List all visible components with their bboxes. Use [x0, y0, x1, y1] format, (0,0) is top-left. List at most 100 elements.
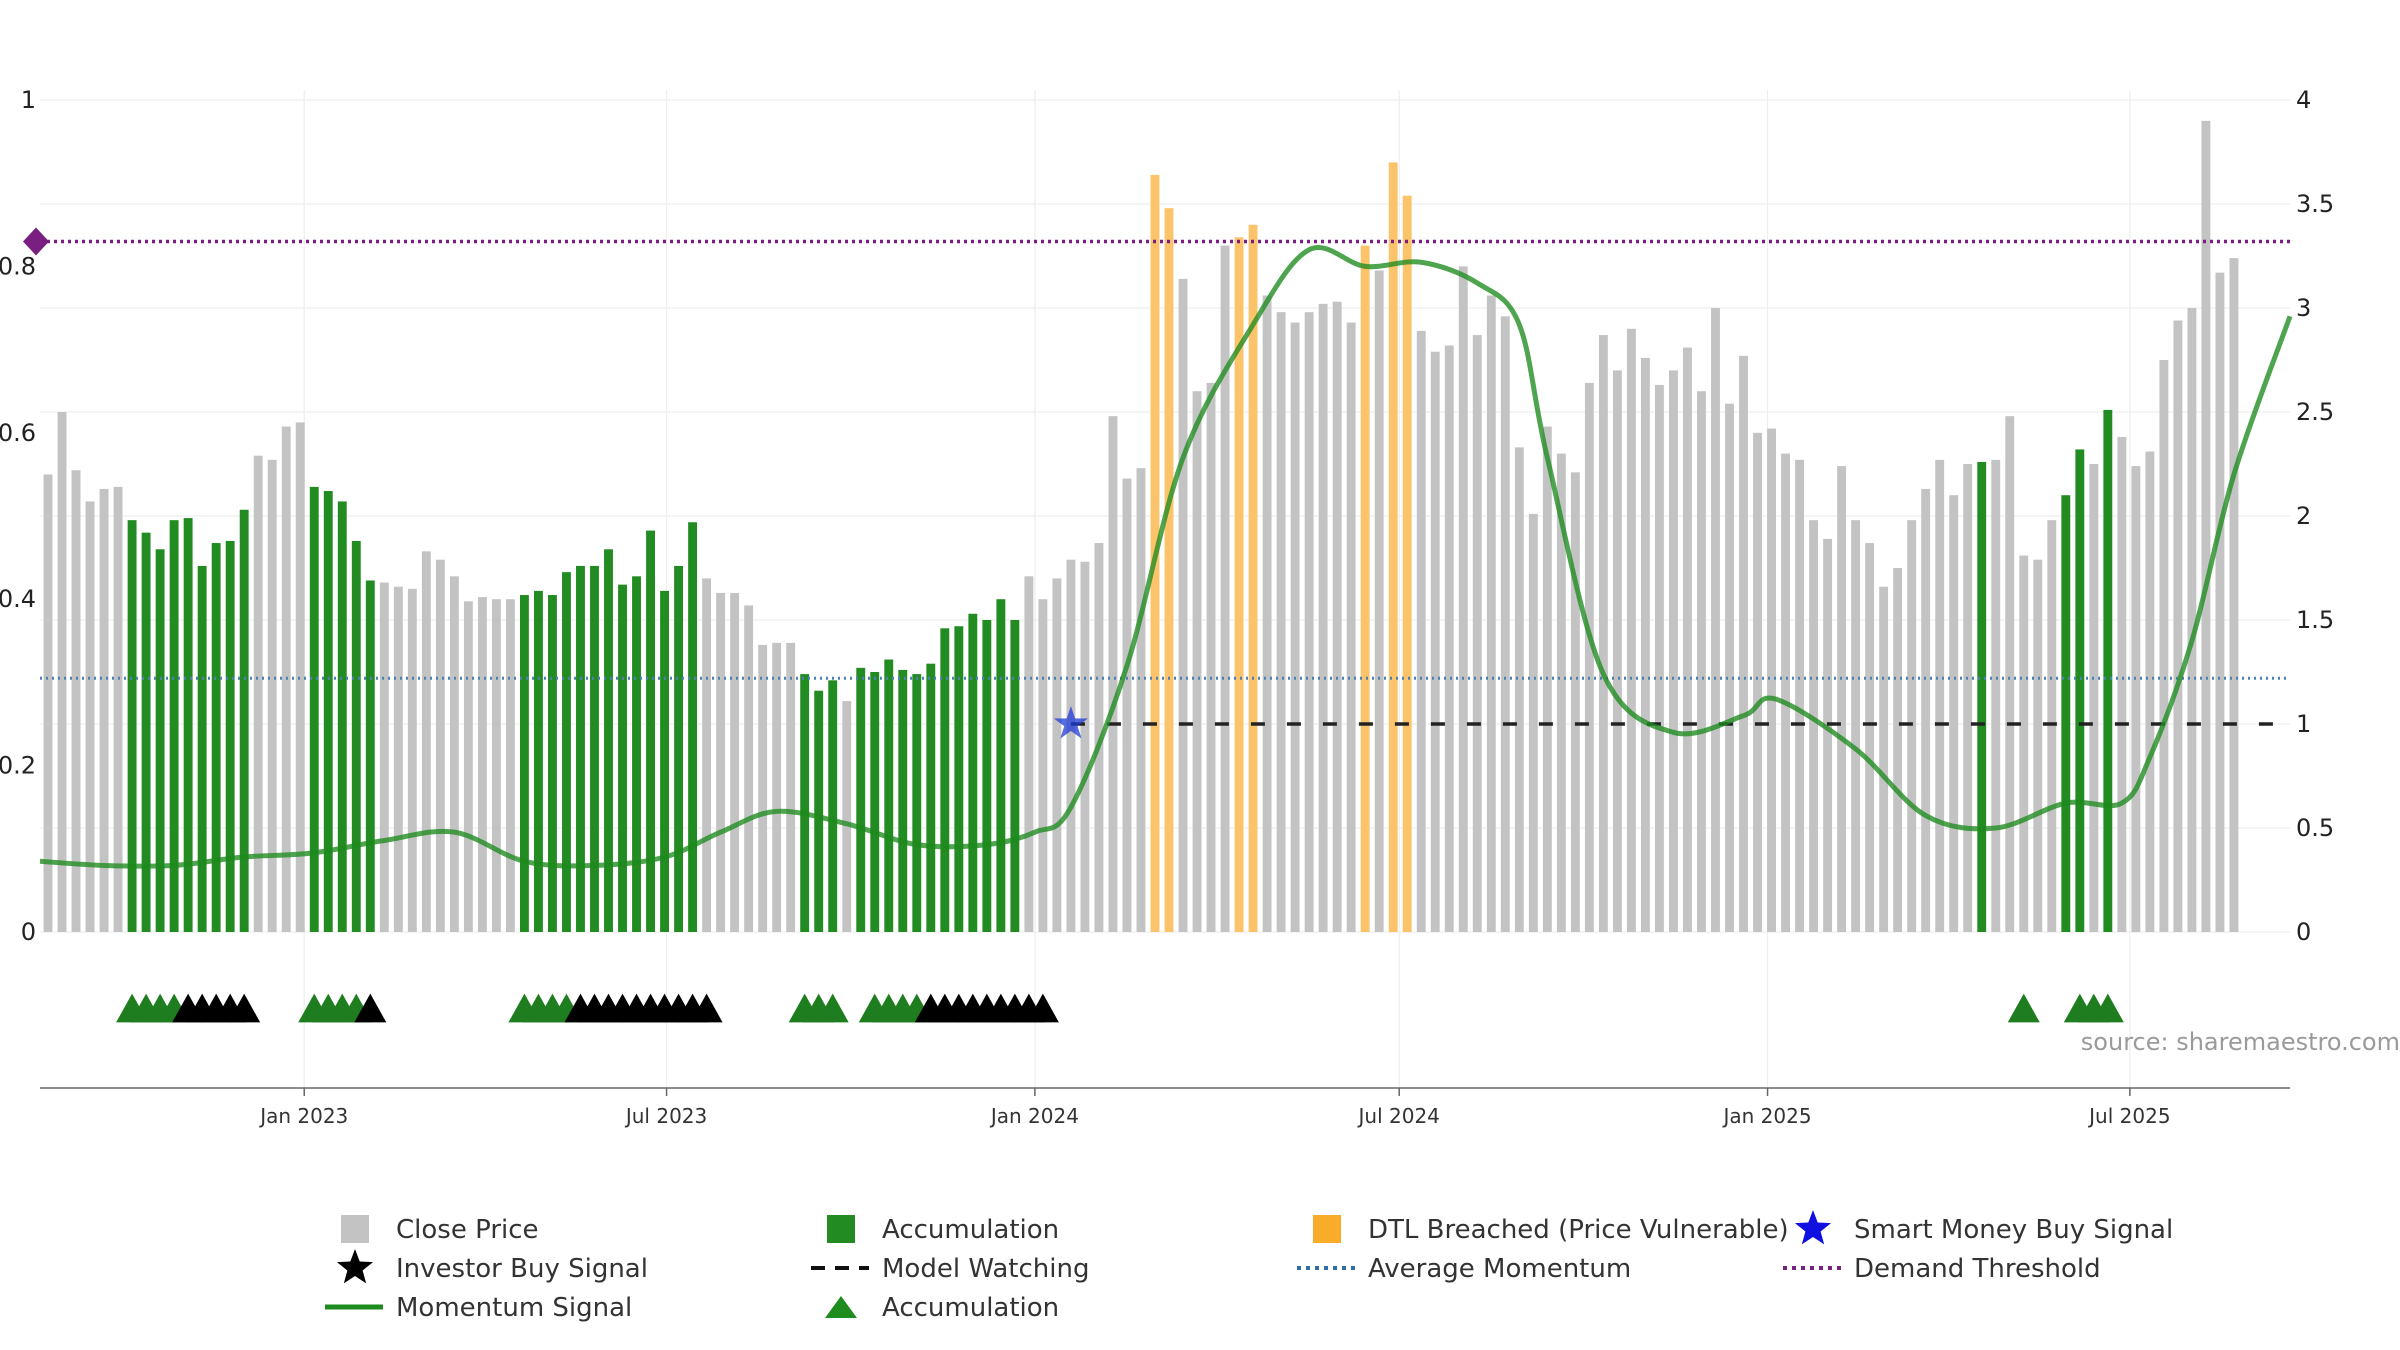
y-right-tick-label: 0 [2296, 918, 2311, 946]
bar-close [2229, 258, 2239, 933]
legend-item: DTL Breached (Price Vulnerable) [1313, 1215, 1789, 1245]
accumulation-marker [2007, 993, 2040, 1023]
bar-close [113, 486, 123, 932]
investor-buy-marker [354, 993, 387, 1023]
bar-accumulation [351, 540, 361, 932]
bar-close [1192, 391, 1202, 932]
bar-close [1654, 384, 1664, 933]
legend-star-blue [1794, 1210, 1832, 1245]
x-tick-label: Jan 2023 [258, 1104, 348, 1128]
bar-accumulation [562, 572, 571, 932]
bar-accumulation [323, 491, 333, 932]
bar-close [379, 582, 389, 932]
bar-close [1178, 278, 1188, 932]
bar-accumulation [365, 580, 375, 932]
bar-accumulation [660, 590, 669, 932]
bar-close [1304, 312, 1314, 932]
bar-close [730, 592, 740, 932]
legend-item: Momentum Signal [325, 1293, 632, 1323]
bar-accumulation [926, 663, 936, 932]
bar-close [772, 642, 782, 932]
bar-close [2159, 360, 2169, 932]
bar-close [295, 422, 305, 932]
bar-close [1122, 478, 1132, 932]
bar-close [1963, 464, 1973, 932]
bar-close [1556, 453, 1566, 932]
bar-accumulation [982, 620, 992, 932]
bar-close [1851, 520, 1861, 932]
bar-accumulation [604, 549, 613, 932]
bar-close [449, 576, 459, 932]
x-tick-label: Jul 2023 [624, 1104, 707, 1128]
bar-close [842, 701, 852, 932]
legend-item: Investor Buy Signal [336, 1249, 648, 1284]
bar-accumulation [337, 501, 347, 932]
bar-close [1066, 559, 1076, 932]
bar-close [2145, 451, 2155, 932]
accumulation-marker [2091, 993, 2124, 1023]
bar-close [1472, 335, 1482, 932]
bar-close [463, 601, 473, 932]
bar-close [1220, 245, 1230, 933]
bar-close [2173, 320, 2183, 933]
bar-close [1206, 382, 1216, 932]
bar-close [267, 459, 277, 932]
y-right-tick-label: 4 [2296, 86, 2311, 114]
bar-close [1458, 266, 1468, 932]
bar-close [2117, 436, 2127, 932]
bar-close [491, 599, 501, 932]
legend-label: Momentum Signal [396, 1293, 632, 1323]
bar-close [1949, 495, 1959, 932]
y-left-tick-label: 1 [21, 86, 36, 114]
bar-close [1038, 599, 1048, 932]
bar-close [1991, 459, 2001, 932]
lines-layer [23, 227, 2293, 869]
bar-close [2033, 559, 2043, 932]
bar-close [2215, 272, 2225, 932]
legend-label: Demand Threshold [1854, 1254, 2101, 1284]
bar-accumulation [2103, 409, 2113, 932]
bar-accumulation [155, 549, 165, 932]
bar-close [2019, 555, 2029, 932]
bar-close [1640, 357, 1650, 932]
bar-close [1374, 270, 1384, 932]
bar-accumulation [1977, 461, 1987, 932]
bar-close [421, 551, 431, 932]
legend-layer: Close Price Accumulation DTL Breached (Pri… [325, 1210, 2173, 1323]
bar-accumulation [309, 486, 319, 932]
bar-close [1725, 403, 1734, 932]
bar-accumulation [183, 518, 193, 932]
y-left-tick-label: 0.8 [0, 252, 36, 280]
bar-close [1430, 351, 1440, 932]
momentum-signal-line [39, 245, 2293, 869]
bar-close [71, 470, 81, 932]
y-right-tick-label: 3.5 [2296, 190, 2334, 218]
markers-layer [116, 993, 2124, 1023]
bar-accumulation [856, 667, 866, 932]
bar-accumulation [954, 626, 964, 932]
legend-triangle-green [825, 1296, 857, 1318]
legend-item: Accumulation [827, 1215, 1059, 1245]
bar-accumulation [169, 520, 179, 932]
bar-close [1276, 312, 1286, 932]
bar-accumulation [576, 565, 585, 932]
bar-close [1865, 543, 1875, 932]
legend-label: Close Price [396, 1215, 539, 1245]
bar-accumulation [534, 590, 543, 932]
legend-item: Accumulation [825, 1293, 1059, 1323]
y-right-tick-label: 2.5 [2296, 398, 2334, 426]
bar-close [1332, 301, 1342, 932]
bar-close [786, 642, 796, 932]
legend-swatch-accumulation [827, 1215, 855, 1243]
bar-close [1416, 330, 1426, 932]
bar-accumulation [1010, 620, 1020, 932]
bar-close [1907, 520, 1917, 932]
x-tick-label: Jul 2025 [2087, 1104, 2170, 1128]
bar-close [85, 501, 95, 932]
x-tick-label: Jul 2024 [1357, 1104, 1440, 1128]
legend-swatch-dtl [1313, 1215, 1341, 1243]
legend-label: Smart Money Buy Signal [1854, 1215, 2173, 1245]
smart-money-star [1053, 706, 1089, 739]
x-tick-label: Jan 2024 [989, 1104, 1079, 1128]
bar-close [1500, 316, 1510, 932]
